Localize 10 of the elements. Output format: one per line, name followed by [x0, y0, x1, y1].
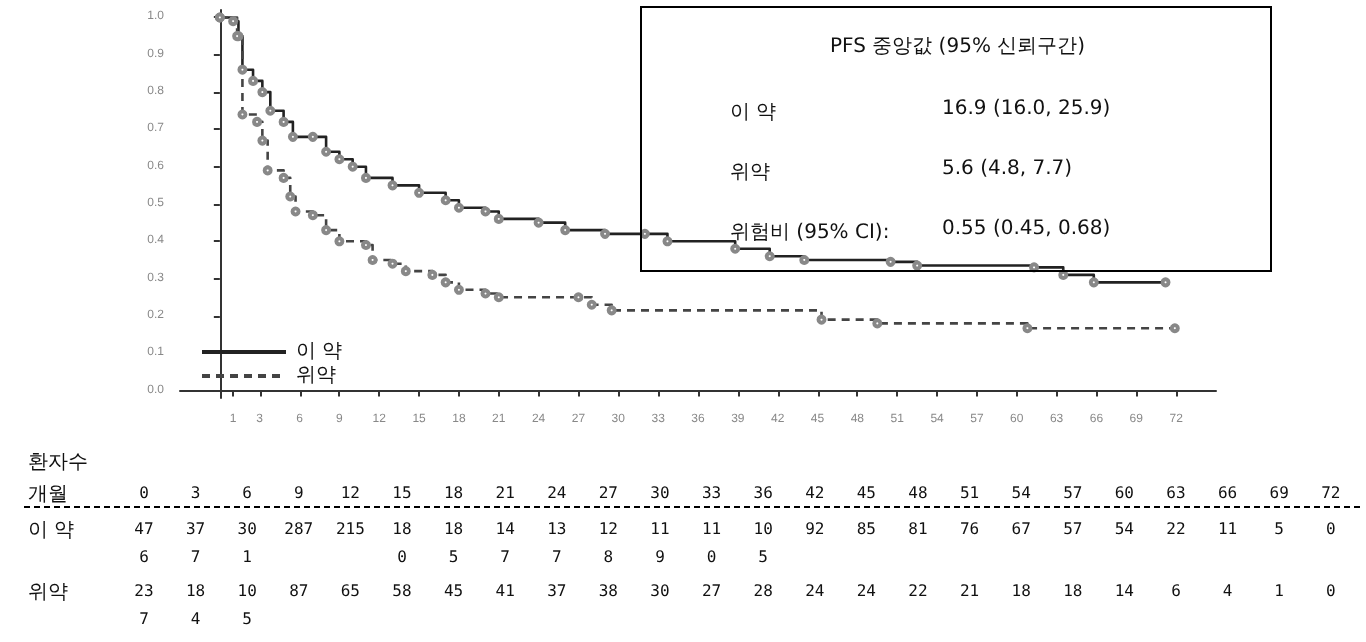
annotation: PFS 중앙값 (95% 신뢰구간): [830, 34, 1086, 60]
text: 위약 23 18 10 87 65 58 45 41 37 38 30 27 28 24 24 22 21 18 18 14 6 4 1 0: [28, 582, 1336, 604]
text: 6 7 1 0 5 7 7 8 9 0 5: [139, 548, 769, 566]
legend-label: 위약: [296, 365, 336, 387]
text: 7 4 5: [139, 610, 253, 628]
text: 개월 0 3 6 9 12 15 18 21 24 27 30 33 36 42 45 48 51 54 57 60 63 66 69 72: [28, 484, 1341, 506]
summary-box: PFS 중앙값 (95% 신뢰구간) 이 약 16.9 (16.0, 25.9) 위약 5.6 (4.8, 7.7) 위험비 (95% CI): 0.55 (0.45, 0.68): [640, 6, 1272, 272]
legend-label: 이 약: [296, 341, 342, 363]
text: 환자수: [28, 450, 88, 476]
text: 이 약 47 37 30 287 215 18 18 14 13 12 11 11 10 92 85 81 76 67 57 54 22 11 5 0: [28, 520, 1336, 542]
